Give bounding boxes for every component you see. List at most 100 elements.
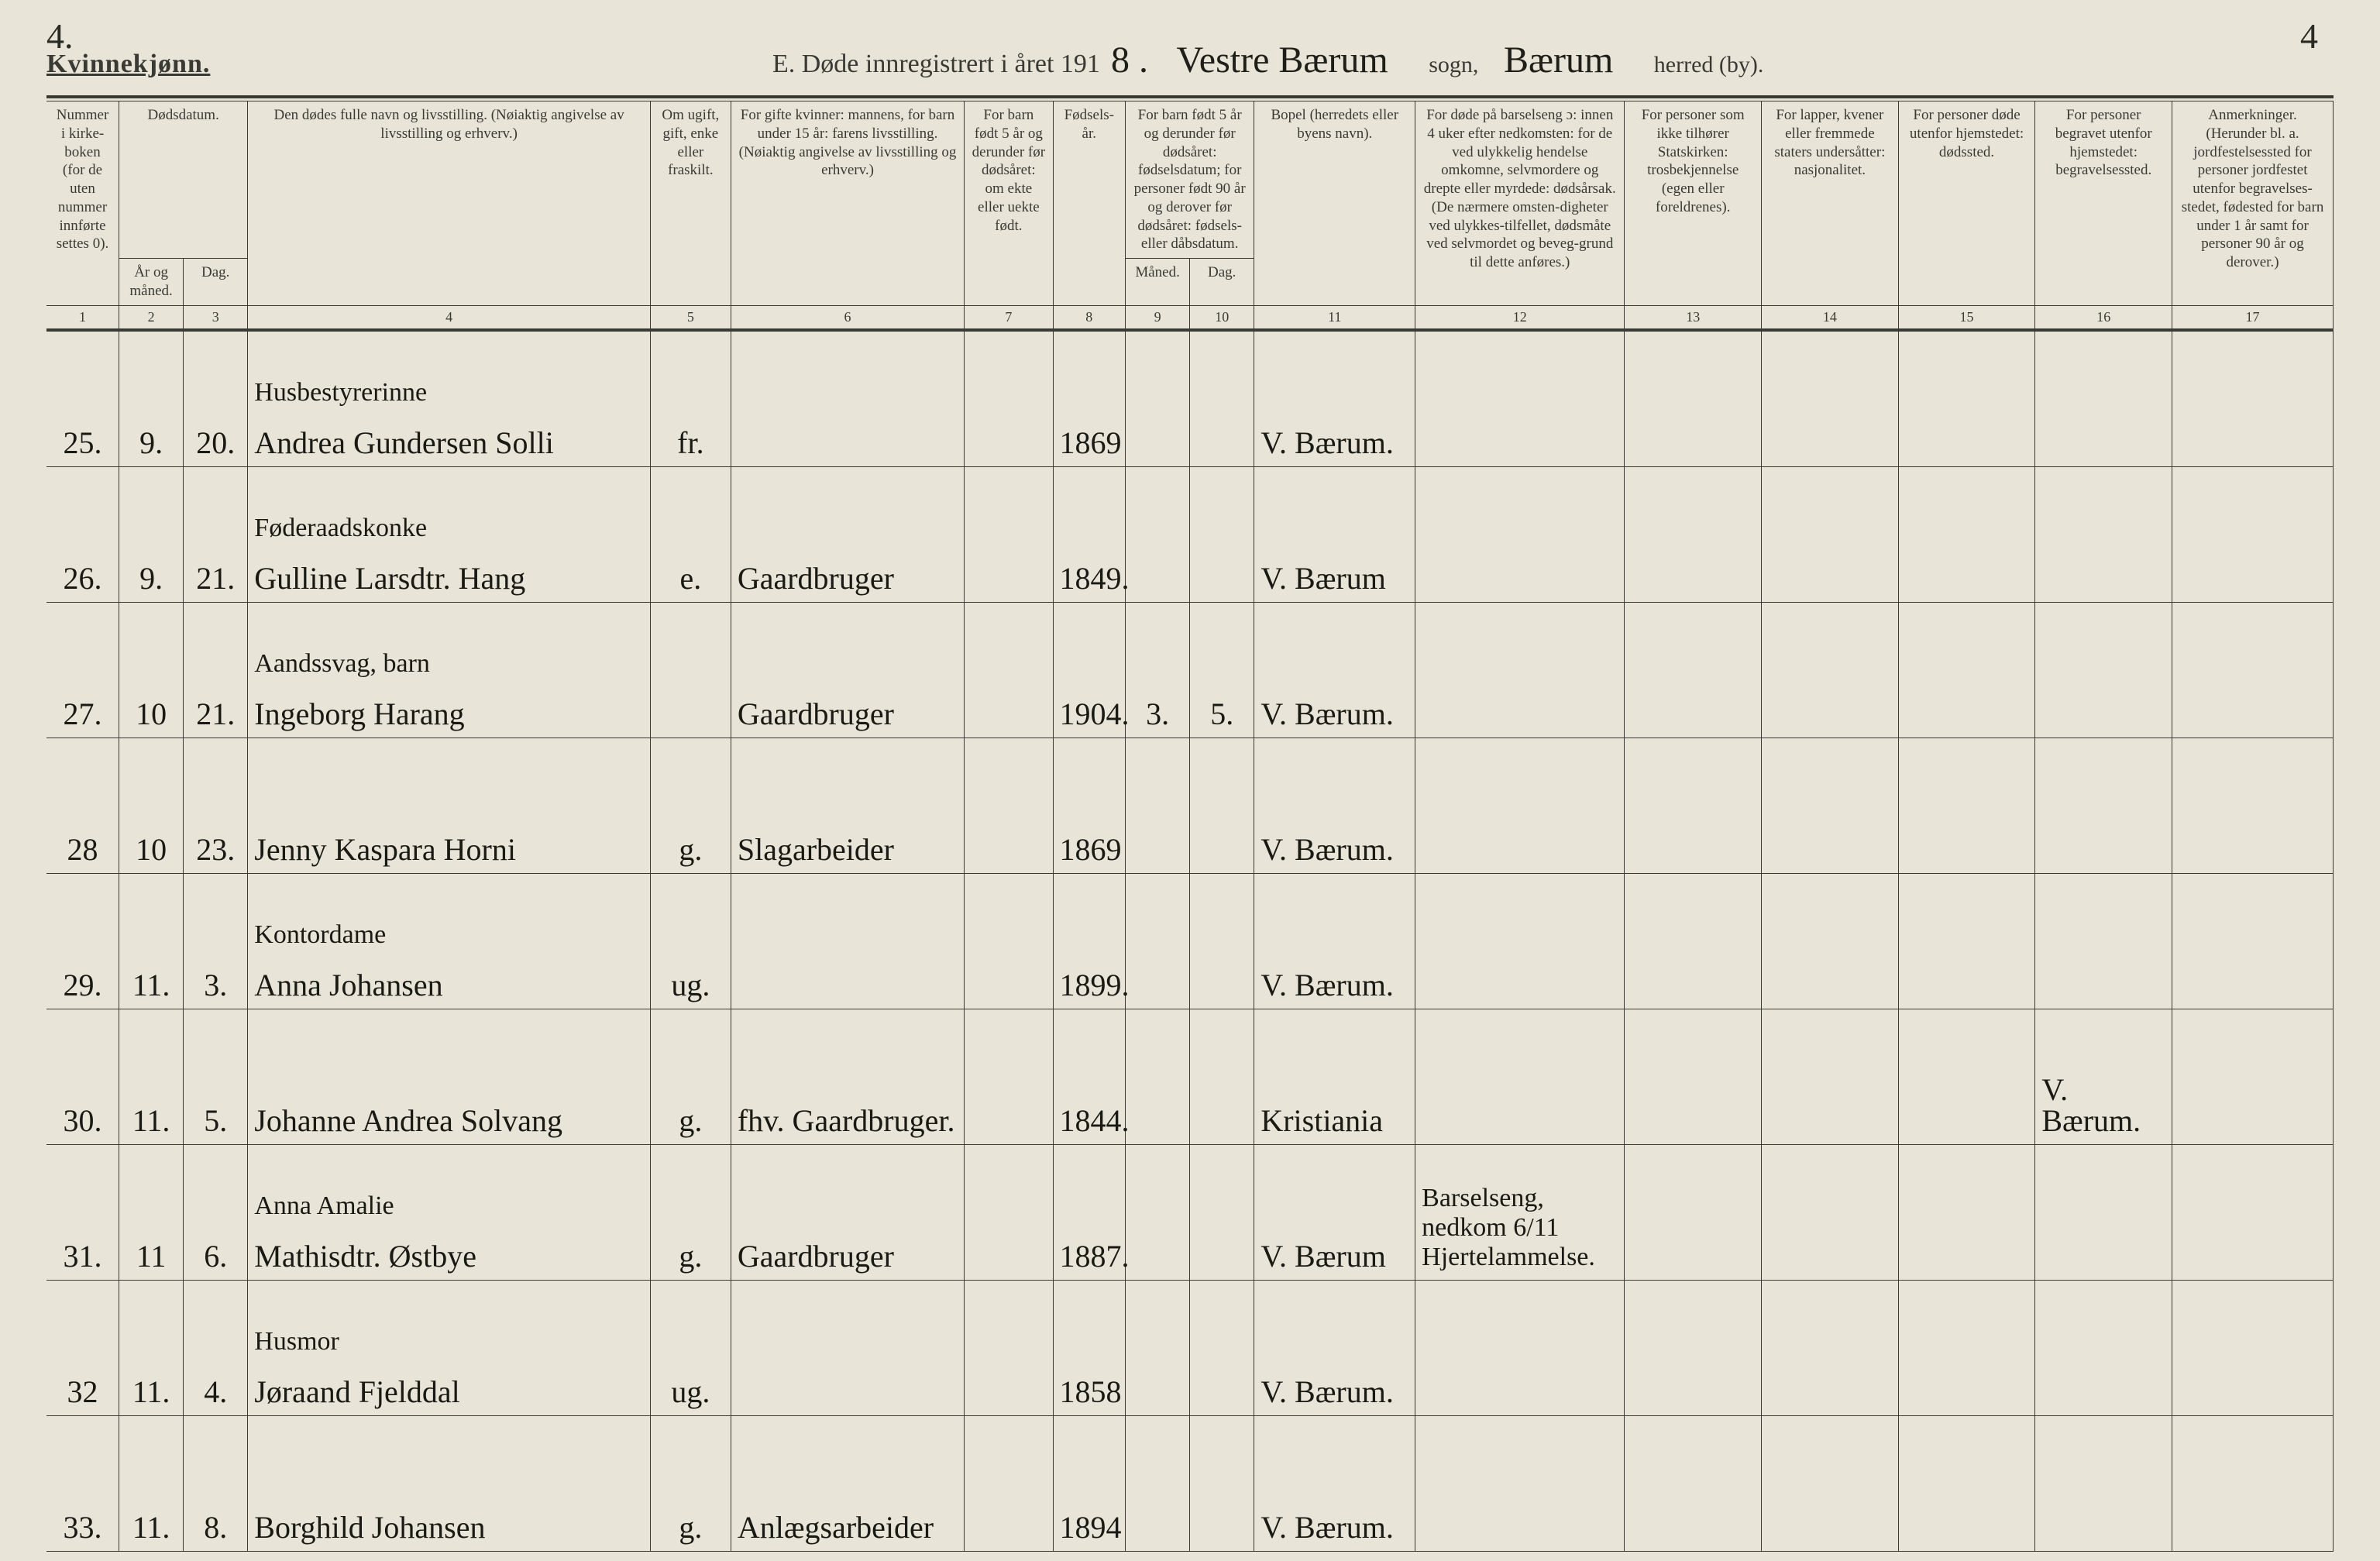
cell-c7 [965, 873, 1053, 1009]
cell-c9 [1126, 1280, 1190, 1415]
cell-bopel: V. Bærum. [1254, 602, 1415, 738]
cell-c15 [1898, 873, 2035, 1009]
cell-c14 [1762, 1009, 1899, 1144]
cell-number: 33. [46, 1415, 119, 1551]
cell-c12 [1415, 1415, 1625, 1551]
ledger-page: 4. 4 Kvinnekjønn. E. Døde innregistrert … [0, 0, 2380, 1561]
name-line: Ingeborg Harang [254, 699, 644, 730]
colnum: 5 [650, 305, 731, 330]
cell-c17 [2172, 1009, 2334, 1144]
cell-day: 21. [184, 602, 248, 738]
table-row: 30.11.5.Johanne Andrea Solvangg.fhv. Gaa… [46, 1009, 2334, 1144]
cell-c10 [1190, 466, 1254, 602]
name-line: Anna Johansen [254, 970, 644, 1001]
cell-relation: Gaardbruger [731, 602, 964, 738]
cell-c15 [1898, 1415, 2035, 1551]
cell-c14 [1762, 1280, 1899, 1415]
cell-c16 [2035, 330, 2172, 467]
cell-c12 [1415, 1009, 1625, 1144]
colnum: 6 [731, 305, 964, 330]
cell-c10 [1190, 1280, 1254, 1415]
colnum: 4 [248, 305, 651, 330]
cell-name: Aandssvag, barnIngeborg Harang [248, 602, 651, 738]
cell-c17 [2172, 1415, 2334, 1551]
cell-bopel: Kristiania [1254, 1009, 1415, 1144]
name-line: Mathisdtr. Østbye [254, 1241, 644, 1272]
cell-number: 25. [46, 330, 119, 467]
colnum: 15 [1898, 305, 2035, 330]
title-line: E. Døde innregistrert i året 1918 . Vest… [210, 39, 2334, 81]
cell-birthyear: 1849. [1053, 466, 1126, 602]
cell-c16 [2035, 466, 2172, 602]
cell-birthyear: 1887. [1053, 1144, 1126, 1280]
name-line: Johanne Andrea Solvang [254, 1105, 644, 1136]
table-body: 25.9.20.HusbestyrerinneAndrea Gundersen … [46, 330, 2334, 1552]
cell-c10 [1190, 1009, 1254, 1144]
colnum: 13 [1625, 305, 1762, 330]
cell-bopel: V. Bærum. [1254, 1280, 1415, 1415]
cell-c9 [1126, 1009, 1190, 1144]
cell-day: 5. [184, 1009, 248, 1144]
cell-number: 26. [46, 466, 119, 602]
col-1-header: Nummer i kirke-boken (for de uten nummer… [46, 101, 119, 305]
cell-number: 30. [46, 1009, 119, 1144]
name-line: Borghild Johansen [254, 1512, 644, 1543]
name-line: Jenny Kaspara Horni [254, 834, 644, 865]
cell-day: 4. [184, 1280, 248, 1415]
cell-c9 [1126, 1415, 1190, 1551]
cell-c17 [2172, 466, 2334, 602]
cell-c15 [1898, 466, 2035, 602]
cell-birthyear: 1858 [1053, 1280, 1126, 1415]
cell-name: FøderaadskonkeGulline Larsdtr. Hang [248, 466, 651, 602]
cell-birthyear: 1904. [1053, 602, 1126, 738]
cell-name: Borghild Johansen [248, 1415, 651, 1551]
cell-status: ug. [650, 1280, 731, 1415]
cell-c14 [1762, 1415, 1899, 1551]
cell-status: g. [650, 1009, 731, 1144]
cell-month: 11. [119, 1415, 184, 1551]
cell-c7 [965, 1009, 1053, 1144]
sogn-value: Vestre Bærum [1165, 40, 1398, 81]
cell-name: Johanne Andrea Solvang [248, 1009, 651, 1144]
cell-c14 [1762, 466, 1899, 602]
name-line: Gulline Larsdtr. Hang [254, 563, 644, 594]
col-11-header: Bopel (herredets eller byens navn). [1254, 101, 1415, 305]
cell-c7 [965, 330, 1053, 467]
cell-status: g. [650, 1144, 731, 1280]
cell-day: 21. [184, 466, 248, 602]
cell-bopel: V. Bærum. [1254, 1415, 1415, 1551]
cell-c16 [2035, 602, 2172, 738]
cell-month: 11. [119, 873, 184, 1009]
cell-status: g. [650, 1415, 731, 1551]
cell-c13 [1625, 602, 1762, 738]
cell-c13 [1625, 1009, 1762, 1144]
cell-c15 [1898, 1144, 2035, 1280]
cell-c9 [1126, 466, 1190, 602]
page-number-top-right: 4 [2300, 15, 2318, 57]
colnum: 8 [1053, 305, 1126, 330]
col-7-header: For barn født 5 år og derunder før dødså… [965, 101, 1053, 305]
cell-name: Anna AmalieMathisdtr. Østbye [248, 1144, 651, 1280]
cell-c16 [2035, 873, 2172, 1009]
cell-c14 [1762, 1144, 1899, 1280]
sogn-label: sogn, [1405, 52, 1486, 77]
header: Kvinnekjønn. E. Døde innregistrert i åre… [46, 39, 2334, 81]
cell-number: 32 [46, 1280, 119, 1415]
cell-c14 [1762, 873, 1899, 1009]
col-9-header: Måned. [1126, 259, 1190, 306]
cell-bopel: V. Bærum [1254, 1144, 1415, 1280]
cell-c12 [1415, 330, 1625, 467]
col-10-header: Dag. [1190, 259, 1254, 306]
colnum: 17 [2172, 305, 2334, 330]
cell-month: 11 [119, 1144, 184, 1280]
colnum: 14 [1762, 305, 1899, 330]
cell-c14 [1762, 602, 1899, 738]
herred-value: Bærum [1493, 40, 1624, 81]
cell-c10 [1190, 1415, 1254, 1551]
col-16-header: For personer begravet utenfor hjemstedet… [2035, 101, 2172, 305]
cell-relation: Gaardbruger [731, 466, 964, 602]
cell-c7 [965, 738, 1053, 873]
cell-bopel: V. Bærum. [1254, 738, 1415, 873]
col-17-header: Anmerkninger. (Herunder bl. a. jordfeste… [2172, 101, 2334, 305]
cell-status: g. [650, 738, 731, 873]
